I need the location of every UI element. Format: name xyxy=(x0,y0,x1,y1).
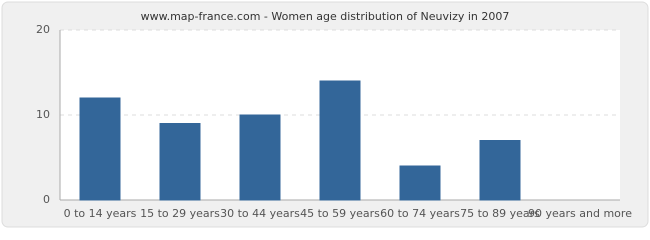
y-tick-label: 20 xyxy=(36,23,50,36)
x-tick-label: 75 to 89 years xyxy=(460,207,540,220)
chart: www.map-france.com - Women age distribut… xyxy=(1,1,649,228)
x-tick-label: 30 to 44 years xyxy=(220,207,300,220)
bar xyxy=(319,80,361,201)
chart-title: www.map-france.com - Women age distribut… xyxy=(141,10,510,23)
x-tick-label: 60 to 74 years xyxy=(380,207,460,220)
x-tick-label: 45 to 59 years xyxy=(300,207,380,220)
bar xyxy=(399,165,441,201)
y-tick-label: 10 xyxy=(36,108,50,121)
y-tick-label: 0 xyxy=(43,193,50,206)
x-tick-label: 15 to 29 years xyxy=(140,207,220,220)
x-tick-label: 90 years and more xyxy=(528,207,632,220)
bar xyxy=(239,114,281,201)
bar xyxy=(479,140,521,201)
bar xyxy=(79,97,121,201)
bar xyxy=(159,123,201,201)
x-tick-label: 0 to 14 years xyxy=(64,207,137,220)
